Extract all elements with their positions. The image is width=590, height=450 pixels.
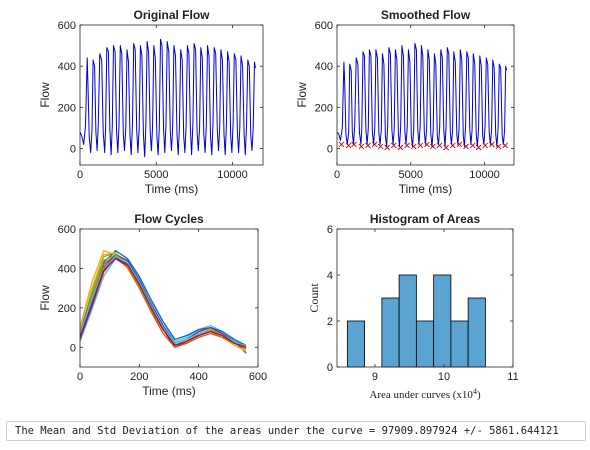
chart2-marker-1-24 (495, 143, 502, 150)
chart4-xtick-label-0: 9 (372, 371, 378, 383)
chart2-marker-1-5 (371, 141, 378, 148)
chart2-xlabel: Time (ms) (399, 182, 453, 196)
chart2-marker-1-15 (436, 142, 443, 149)
chart1-ytick-label-2: 400 (58, 61, 76, 73)
chart4-bar-7 (467, 297, 486, 368)
chart3-series-7 (80, 250, 247, 346)
chart4-bar-0 (346, 320, 366, 368)
chart2-marker-1-6 (377, 143, 384, 150)
chart3-ytick-label-2: 400 (58, 263, 76, 275)
chart2-ytick-label-1: 200 (315, 102, 333, 114)
chart2-ytick-label-2: 400 (315, 61, 333, 73)
chart2-marker-1-8 (390, 142, 397, 149)
chart2-marker-1-12 (417, 142, 424, 149)
chart2-marker-1-4 (365, 142, 371, 149)
chart2-frame (336, 24, 515, 166)
chart3-series-8 (80, 253, 247, 348)
chart4-title: Histogram of Areas (370, 212, 481, 226)
chart3-ylabel: Flow (38, 285, 52, 311)
chart4-ytick-label-0: 0 (327, 362, 333, 374)
chart2-marker-1-16 (443, 144, 449, 151)
chart1-xtick-label-2: 10000 (217, 169, 248, 181)
chart3-ytick-label-1: 200 (58, 303, 76, 315)
chart1-ylabel: Flow (38, 82, 52, 108)
chart2-marker-1-14 (430, 143, 436, 150)
chart1-series-0 (80, 38, 256, 158)
chart2-marker-1-20 (469, 142, 476, 149)
chart3-ytick-label-0: 0 (70, 342, 76, 354)
chart2-marker-1-1 (345, 142, 352, 149)
chart2-title: Smoothed Flow (381, 8, 471, 22)
chart2-series-group (337, 43, 508, 151)
chart2-marker-1-13 (424, 141, 430, 148)
chart4-ytick-label-2: 4 (327, 270, 333, 282)
chart4-xtick-label-2: 11 (507, 371, 518, 383)
chart3-frame (79, 228, 259, 368)
chart2-marker-1-0 (338, 141, 345, 148)
chart3-xtick-label-3: 600 (249, 371, 267, 383)
chart4-ytick-label-3: 6 (327, 224, 333, 236)
chart1-xlabel: Time (ms) (145, 182, 199, 196)
chart4-ytick-label-1: 2 (327, 316, 333, 328)
chart2-marker-1-23 (489, 141, 495, 148)
chart2-xtick-label-1: 5000 (399, 169, 423, 181)
chart4-xlabel-sup: 4 (473, 387, 477, 396)
chart3-xtick-label-2: 400 (189, 371, 207, 383)
chart1-ytick-label-0: 0 (70, 144, 76, 156)
chart4-xlabel-main: Area under curves (x10 (369, 389, 473, 401)
chart3-series-group (80, 250, 247, 354)
chart3-ytick-label-3: 600 (58, 224, 76, 236)
chart1-frame (79, 24, 264, 166)
chart2-marker-1-7 (384, 144, 390, 151)
chart2-marker-1-19 (463, 143, 469, 150)
chart2-marker-1-17 (449, 142, 456, 149)
chart1-ytick-label-3: 600 (58, 20, 76, 32)
chart2-marker-1-21 (475, 144, 482, 151)
status-text: The Mean and Std Deviation of the areas … (15, 425, 559, 437)
chart1-series-group (80, 38, 256, 158)
chart2-xtick-label-2: 10000 (469, 169, 500, 181)
chart3-series-13 (80, 257, 247, 348)
chart1-xtick-label-1: 5000 (144, 169, 168, 181)
chart4-bar-6 (450, 320, 469, 368)
chart4-xlabel-end: ) (477, 389, 481, 401)
chart2-ytick-label-3: 600 (315, 20, 333, 32)
chart4-bar-2 (381, 297, 400, 368)
chart2-marker-1-2 (351, 141, 357, 148)
chart4-xtick-label-1: 10 (438, 371, 450, 383)
chart2-ylabel: Flow (295, 82, 309, 108)
chart4-frame (336, 228, 514, 368)
chart2-marker-1-9 (397, 144, 404, 151)
chart2-marker-1-10 (404, 142, 410, 149)
chart4-bar-4 (415, 320, 435, 368)
chart4-bar-5 (433, 274, 452, 368)
chart1-title: Original Flow (133, 8, 210, 22)
chart2-series-0 (337, 43, 508, 147)
chart2-marker-1-11 (410, 143, 417, 150)
chart4-ylabel: Count (307, 283, 321, 313)
chart2-marker-1-22 (482, 142, 489, 149)
chart2-marker-1-3 (358, 143, 365, 150)
chart1-ytick-label-1: 200 (58, 102, 76, 114)
chart3-xlabel: Time (ms) (142, 384, 196, 398)
chart2-marker-1-18 (456, 141, 463, 148)
chart2-ytick-label-0: 0 (327, 144, 333, 156)
chart2-marker-1-25 (502, 142, 508, 149)
chart4-bar-3 (398, 274, 417, 368)
chart2-xtick-label-0: 0 (334, 169, 340, 181)
chart4-xlabel: Area under curves (x104) (369, 387, 481, 401)
chart1-xtick-label-0: 0 (77, 169, 83, 181)
chart3-xtick-label-0: 0 (77, 371, 83, 383)
chart3-xtick-label-1: 200 (130, 371, 148, 383)
status-output: The Mean and Std Deviation of the areas … (6, 421, 586, 441)
chart3-title: Flow Cycles (134, 212, 204, 226)
